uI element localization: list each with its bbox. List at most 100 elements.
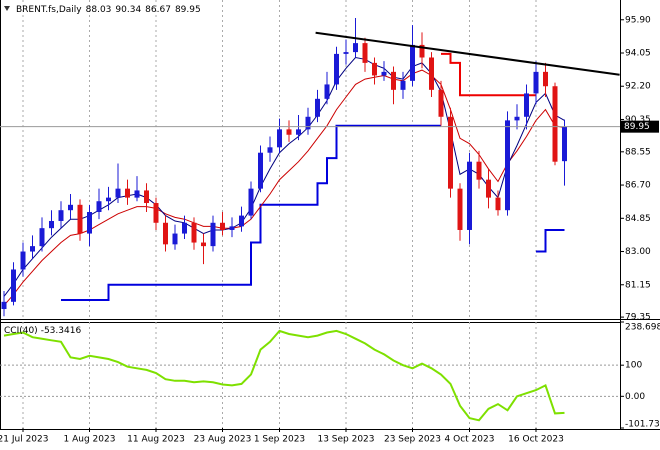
candle-body	[533, 71, 539, 94]
candle-body	[267, 147, 273, 153]
x-tick-label: 16 Oct 2023	[508, 435, 564, 445]
ohlc-open: 88.03	[86, 5, 112, 15]
x-tick-label: 1 Sep 2023	[254, 435, 305, 445]
cci-header: CCI(40) -53.3416	[4, 326, 81, 336]
cci-line	[3, 329, 565, 422]
candle-body	[495, 197, 501, 211]
candle-body	[505, 120, 510, 211]
support-channel	[61, 124, 565, 301]
candle-body	[210, 222, 216, 247]
candle-body	[106, 197, 111, 202]
candle-body	[144, 190, 149, 204]
cci-tick-label: 238.6987	[625, 323, 660, 333]
candle-body	[514, 116, 520, 121]
candle-body	[372, 62, 377, 76]
candle-body	[11, 269, 16, 302]
candle-body	[486, 179, 491, 198]
symbol: BRENT.fs,Daily	[16, 5, 82, 15]
slow-ma	[3, 69, 565, 306]
y-tick-label: 95.90	[625, 15, 651, 25]
candle-body	[448, 116, 453, 189]
resistance-channel	[441, 52, 536, 97]
ohlc-low: 86.67	[145, 5, 171, 15]
x-tick-label: 23 Aug 2023	[194, 435, 252, 445]
candle-body	[353, 43, 358, 53]
x-tick-label: 23 Sep 2023	[384, 435, 441, 445]
y-tick-label: 86.70	[625, 181, 651, 191]
candle-body	[49, 220, 54, 229]
candle-body	[334, 53, 339, 85]
candle-body	[476, 161, 482, 180]
candle-body	[543, 71, 548, 87]
candle-body	[524, 93, 529, 117]
candle-body	[286, 129, 292, 135]
candle-body	[562, 126, 567, 162]
current-price-label: 89.95	[624, 122, 650, 132]
x-tick-label: 21 Jul 2023	[0, 435, 48, 445]
cci-name: CCI(40)	[4, 326, 38, 336]
candle-body	[172, 233, 178, 245]
cci-tick-label: 0.00	[625, 392, 645, 402]
candle-body	[362, 43, 368, 63]
candle-body	[277, 129, 282, 148]
candle-body	[201, 242, 206, 247]
candle-body	[429, 57, 434, 90]
candle-body	[258, 152, 263, 189]
candle-body	[58, 210, 64, 221]
candle-body	[343, 52, 349, 54]
candle-body	[438, 89, 444, 117]
cci-tick-label: 100	[625, 361, 642, 371]
candle-body	[296, 129, 301, 135]
candle-body	[391, 71, 396, 90]
candle-body	[419, 44, 425, 58]
y-tick-label: 88.55	[625, 147, 651, 157]
candle-body	[239, 215, 244, 227]
cci-value: -53.3416	[41, 326, 82, 336]
candle-body	[467, 161, 472, 230]
candle-body	[220, 222, 225, 230]
candle-body	[115, 188, 121, 198]
candle-body	[153, 203, 159, 223]
y-tick-label: 94.05	[625, 49, 651, 59]
candle-body	[125, 188, 130, 198]
candle-body	[410, 44, 415, 81]
candle-body	[457, 188, 463, 230]
current-price-box	[621, 120, 659, 133]
symbol-icon	[4, 6, 10, 11]
candle-body	[134, 190, 140, 198]
candle-body	[30, 246, 35, 252]
candle-body	[315, 98, 320, 117]
candle-body	[400, 80, 406, 90]
candle-body	[96, 201, 102, 212]
candle-body	[248, 188, 254, 216]
candle-body	[324, 84, 330, 99]
chart-header: BRENT.fs,Daily 88.03 90.34 86.67 89.95	[16, 5, 201, 15]
trendline	[315, 31, 620, 76]
x-tick-label: 1 Aug 2023	[64, 435, 116, 445]
y-tick-label: 81.15	[625, 280, 651, 290]
candle-body	[87, 212, 92, 234]
candle-body	[39, 228, 45, 247]
x-tick-label: 13 Sep 2023	[317, 435, 374, 445]
candle-body	[229, 226, 235, 230]
candle-body	[381, 71, 387, 76]
x-tick-label: 11 Aug 2023	[127, 435, 185, 445]
candle-body	[77, 204, 83, 234]
candle-body	[1, 301, 7, 310]
y-tick-label: 84.85	[625, 214, 651, 224]
candle-body	[191, 222, 197, 243]
y-tick-label: 79.35	[625, 313, 651, 323]
ohlc-close: 89.95	[175, 5, 201, 15]
y-tick-label: 92.20	[625, 82, 651, 92]
candle-body	[68, 204, 73, 211]
ohlc-high: 90.34	[115, 5, 141, 15]
candle-body	[305, 116, 311, 130]
cci-tick-label: -101.737	[625, 420, 660, 430]
candle-body	[163, 222, 168, 245]
y-tick-label: 83.00	[625, 247, 651, 257]
candle-body	[20, 251, 26, 270]
y-tick-label: 90.35	[625, 115, 651, 125]
x-tick-label: 4 Oct 2023	[445, 435, 495, 445]
